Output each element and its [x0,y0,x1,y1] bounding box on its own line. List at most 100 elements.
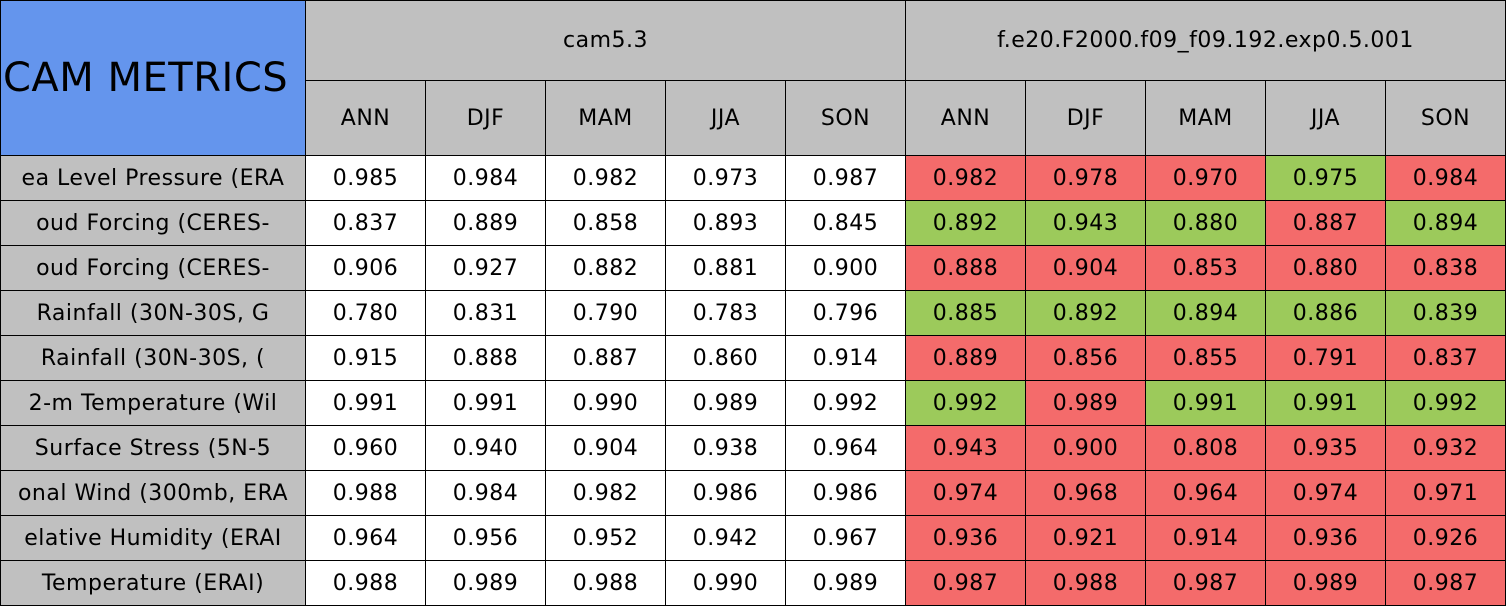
cam-value-text: 0.927 [452,255,519,281]
exp-value: 0.935 [1265,425,1386,471]
exp-value: 0.987 [905,560,1026,606]
exp-value: 0.989 [1025,380,1146,426]
season-header-text: ANN [940,105,991,131]
exp-value-text: 0.900 [1052,435,1119,461]
season-header-text: SON [1420,105,1471,131]
cam-value-text: 0.881 [692,255,759,281]
row-label: Surface Stress (5N-5 [0,425,306,471]
exp-value: 0.932 [1385,425,1506,471]
cam-value: 0.964 [785,425,906,471]
exp-value-text: 0.914 [1172,525,1239,551]
season-header-text: MAM [1178,105,1233,131]
exp-value-text: 0.880 [1172,210,1239,236]
exp-value: 0.968 [1025,470,1146,516]
row-label: onal Wind (300mb, ERA [0,470,306,516]
exp-value-text: 0.932 [1412,435,1479,461]
title-cell: CAM METRICS [0,0,306,156]
exp-value: 0.894 [1385,200,1506,246]
exp-value: 0.791 [1265,335,1386,381]
row-label: oud Forcing (CERES- [0,245,306,291]
exp-value-text: 0.885 [932,300,999,326]
cam-value-text: 0.985 [332,165,399,191]
cam-value-text: 0.882 [572,255,639,281]
cam-value-text: 0.988 [332,570,399,596]
exp-value: 0.982 [905,155,1026,201]
exp-value: 0.991 [1145,380,1266,426]
row-label: Temperature (ERAI) [0,560,306,606]
cam-value-text: 0.986 [692,480,759,506]
cam-value-text: 0.990 [692,570,759,596]
exp-value-text: 0.892 [1052,300,1119,326]
cam-value-text: 0.992 [812,390,879,416]
cam-value: 0.915 [305,335,426,381]
exp-value: 0.987 [1385,560,1506,606]
cam-value-text: 0.989 [452,570,519,596]
exp-value-text: 0.856 [1052,345,1119,371]
cam-value-text: 0.988 [572,570,639,596]
exp-value-text: 0.974 [932,480,999,506]
cam-value: 0.906 [305,245,426,291]
cam-value-text: 0.964 [332,525,399,551]
cam-value-text: 0.938 [692,435,759,461]
cam-value: 0.914 [785,335,906,381]
cam-value: 0.858 [545,200,666,246]
cam-value-text: 0.889 [452,210,519,236]
exp-value: 0.837 [1385,335,1506,381]
exp-value: 0.991 [1265,380,1386,426]
cam-value: 0.988 [545,560,666,606]
cam-value: 0.990 [665,560,786,606]
row-label-text: ea Level Pressure (ERA [21,165,285,191]
exp-value-text: 0.989 [1052,390,1119,416]
exp-value: 0.880 [1265,245,1386,291]
cam-value: 0.988 [305,470,426,516]
exp-value: 0.987 [1145,560,1266,606]
exp-value: 0.992 [905,380,1026,426]
exp-value-text: 0.988 [1052,570,1119,596]
exp-value: 0.885 [905,290,1026,336]
cam-value: 0.985 [305,155,426,201]
cam-value-text: 0.900 [812,255,879,281]
cam-value: 0.992 [785,380,906,426]
cam-value: 0.960 [305,425,426,471]
exp-value-text: 0.968 [1052,480,1119,506]
row-label: 2-m Temperature (Wil [0,380,306,426]
group-header: cam5.3 [305,0,906,81]
cam-value: 0.837 [305,200,426,246]
exp-value-text: 0.987 [1412,570,1479,596]
exp-value: 0.970 [1145,155,1266,201]
season-header-text: MAM [578,105,633,131]
cam-value: 0.845 [785,200,906,246]
cam-value-text: 0.960 [332,435,399,461]
exp-value-text: 0.936 [1292,525,1359,551]
cam-value: 0.988 [305,560,426,606]
cam-value: 0.882 [545,245,666,291]
exp-value-text: 0.974 [1292,480,1359,506]
exp-value-text: 0.888 [932,255,999,281]
exp-value-text: 0.991 [1172,390,1239,416]
exp-value: 0.892 [905,200,1026,246]
season-header: JJA [665,80,786,156]
exp-value-text: 0.853 [1172,255,1239,281]
exp-value-text: 0.921 [1052,525,1119,551]
exp-value: 0.921 [1025,515,1146,561]
cam-value-text: 0.982 [572,165,639,191]
cam-value-text: 0.780 [332,300,399,326]
exp-value-text: 0.992 [1412,390,1479,416]
exp-value: 0.853 [1145,245,1266,291]
cam-value: 0.982 [545,470,666,516]
season-header: SON [1385,80,1506,156]
exp-value: 0.992 [1385,380,1506,426]
exp-value-text: 0.808 [1172,435,1239,461]
exp-value-text: 0.971 [1412,480,1479,506]
exp-value: 0.888 [905,245,1026,291]
cam-value-text: 0.989 [692,390,759,416]
season-header-text: SON [820,105,871,131]
exp-value-text: 0.987 [932,570,999,596]
exp-value-text: 0.975 [1292,165,1359,191]
exp-value: 0.943 [905,425,1026,471]
cam-value-text: 0.973 [692,165,759,191]
cam-value: 0.887 [545,335,666,381]
exp-value-text: 0.964 [1172,480,1239,506]
exp-value-text: 0.991 [1292,390,1359,416]
exp-value-text: 0.886 [1292,300,1359,326]
